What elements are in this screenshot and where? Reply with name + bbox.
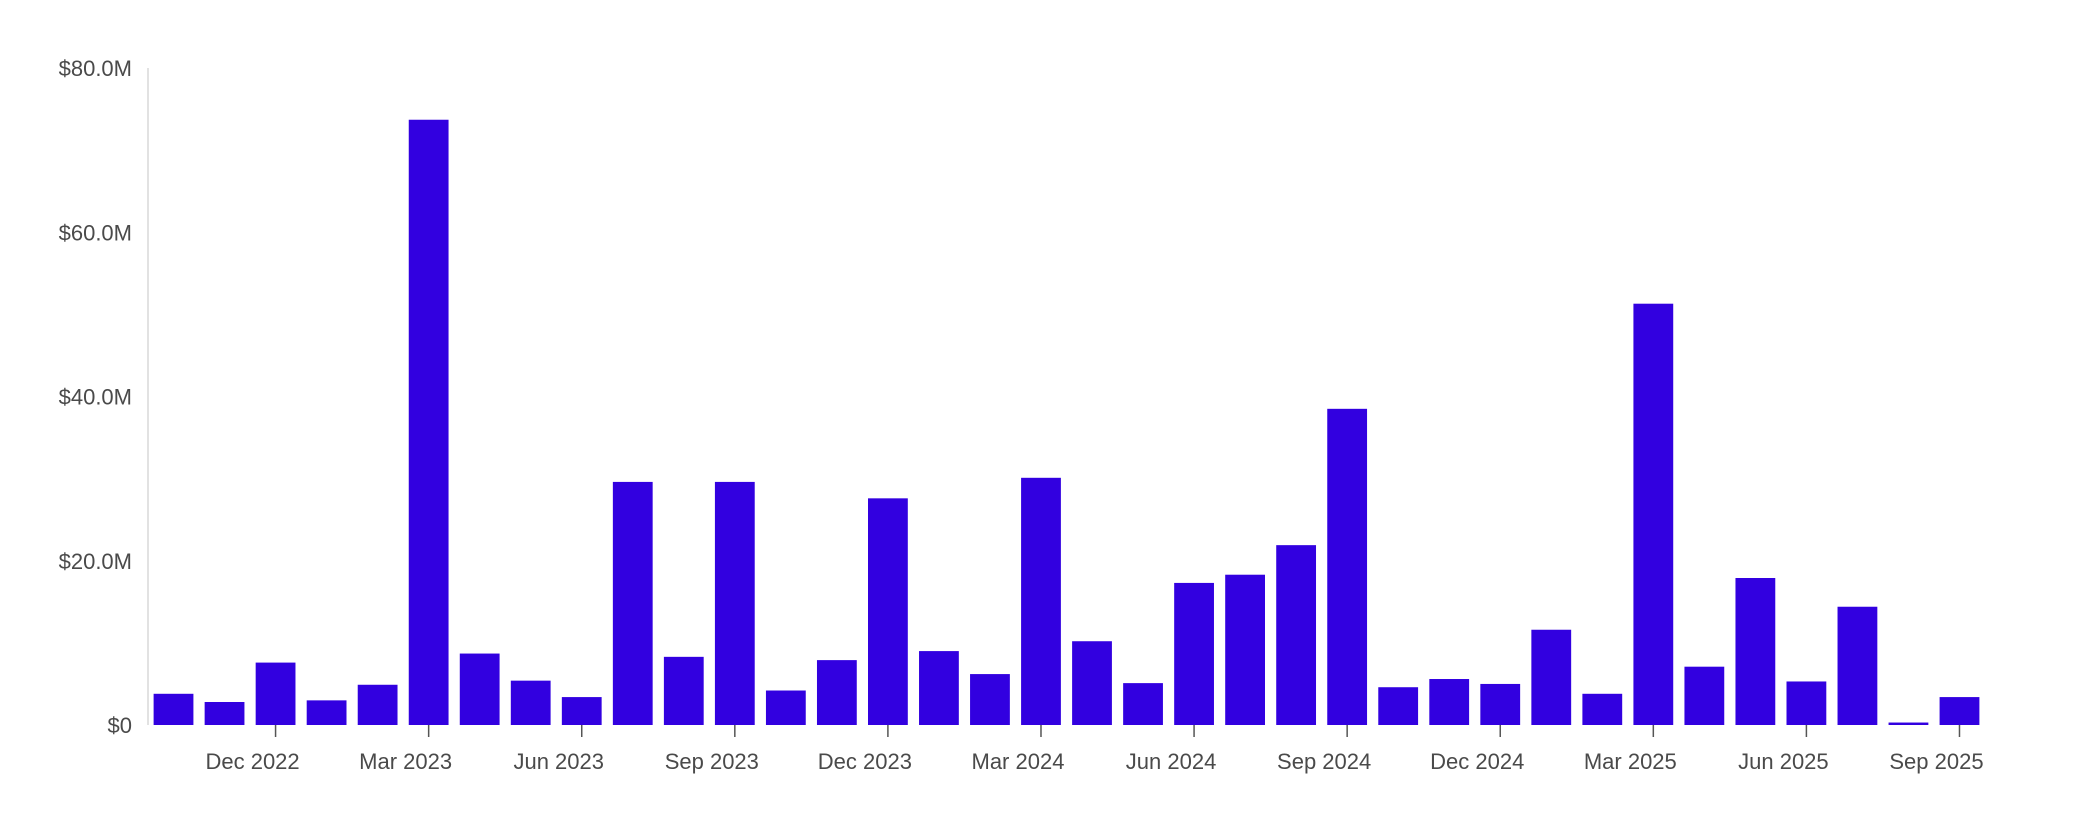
bar-2024-07 — [1225, 574, 1265, 725]
bar-2024-06 — [1174, 582, 1214, 725]
x-axis: Dec 2022 Mar 2023 Jun 2023 Sep 2023 Dec 2023… — [205, 725, 1984, 774]
bar-2023-10 — [765, 690, 806, 725]
x-tick-label: Dec 2023 — [818, 749, 912, 774]
bar-2025-01 — [1531, 629, 1572, 725]
x-tick-label: Mar 2025 — [1584, 749, 1677, 774]
y-tick-label: $80.0M — [59, 56, 132, 81]
bar-2023-03 — [408, 119, 449, 726]
y-tick-label: $0 — [108, 713, 132, 738]
bar-2023-07 — [612, 481, 653, 725]
bar-2024-01 — [919, 651, 959, 725]
bar-2022-11 — [204, 702, 245, 725]
bar-2024-03 — [1021, 477, 1061, 725]
bar-2023-01 — [306, 700, 347, 725]
bar-2023-09 — [714, 481, 755, 725]
bar-2023-05 — [510, 680, 551, 725]
bar-2022-10 — [153, 693, 194, 725]
bar-2024-04 — [1072, 641, 1112, 725]
x-tick-label: Dec 2022 — [205, 749, 299, 774]
y-axis: $0 $20.0M $40.0M $60.0M $80.0M — [59, 56, 149, 738]
x-tick-label: Sep 2025 — [1889, 749, 1983, 774]
bar-2025-03 — [1633, 303, 1674, 725]
x-tick-label: Jun 2023 — [513, 749, 604, 774]
bar-series — [153, 119, 1980, 726]
x-tick-label: Sep 2023 — [665, 749, 759, 774]
bar-2025-06 — [1786, 681, 1827, 725]
bar-2024-12 — [1480, 683, 1521, 725]
bar-2024-09 — [1327, 408, 1368, 725]
bar-2024-05 — [1123, 683, 1163, 725]
bar-2025-09 — [1939, 697, 1980, 725]
x-tick-label: Jun 2024 — [1126, 749, 1217, 774]
bar-2025-07 — [1837, 606, 1878, 725]
bar-2025-05 — [1735, 578, 1776, 725]
y-tick-label: $20.0M — [59, 549, 132, 574]
bar-2023-02 — [357, 684, 398, 725]
x-tick-label: Sep 2024 — [1277, 749, 1371, 774]
bar-2023-04 — [459, 653, 500, 725]
bar-2025-08 — [1888, 722, 1929, 725]
bar-2025-02 — [1582, 693, 1623, 725]
bar-2024-11 — [1429, 679, 1470, 725]
bar-2024-08 — [1276, 545, 1317, 725]
bar-2024-10 — [1378, 687, 1419, 725]
bar-2024-02 — [970, 674, 1010, 725]
x-tick-label: Jun 2025 — [1738, 749, 1829, 774]
bar-2022-12 — [255, 662, 296, 725]
x-tick-label: Mar 2023 — [359, 749, 452, 774]
x-tick-label: Mar 2024 — [972, 749, 1065, 774]
bar-2023-08 — [663, 656, 704, 725]
y-tick-label: $60.0M — [59, 220, 132, 245]
x-tick-label: Dec 2024 — [1430, 749, 1524, 774]
bar-2023-06 — [561, 697, 602, 725]
bar-2025-04 — [1684, 666, 1725, 725]
bar-2023-12 — [868, 498, 908, 725]
y-tick-label: $40.0M — [59, 385, 132, 410]
bar-2023-11 — [816, 660, 857, 725]
